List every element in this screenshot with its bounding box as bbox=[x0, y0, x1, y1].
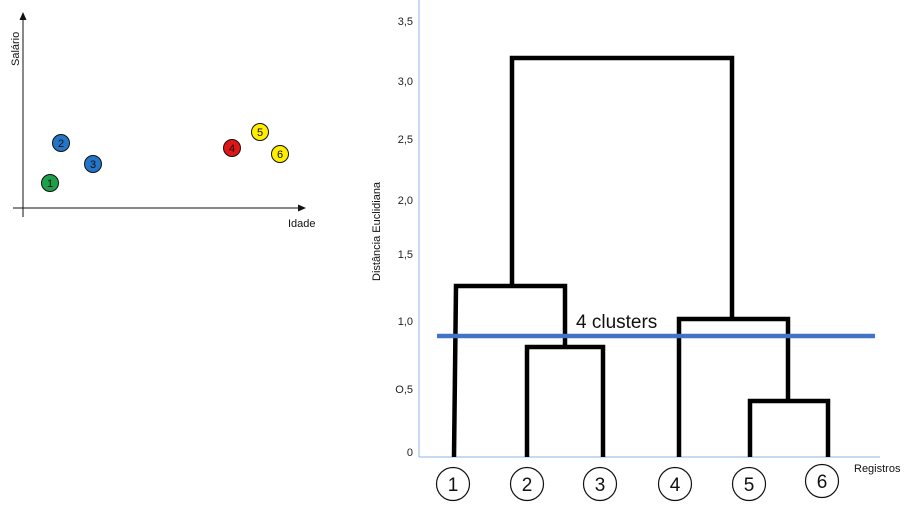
dendrogram-x-label: Registros bbox=[854, 463, 901, 475]
leaf-4: 4 bbox=[657, 466, 693, 502]
dendrogram-y-label: Distância Euclidiana bbox=[371, 181, 383, 281]
y-tick-3-0: 3,0 bbox=[398, 76, 413, 88]
link-top bbox=[509, 55, 735, 319]
scatter-point-3: 3 bbox=[84, 155, 102, 173]
leaf-3-label: 3 bbox=[595, 475, 606, 496]
dendrogram: 0 O,5 1,0 1,5 2,0 2,5 3,0 3,5 Distância … bbox=[371, 0, 901, 502]
scatter-point-6: 6 bbox=[271, 145, 289, 163]
scatter-point-1-label: 1 bbox=[47, 178, 53, 190]
scatter-point-2-label: 2 bbox=[58, 138, 64, 150]
scatter-x-arrow bbox=[298, 204, 306, 212]
dendrogram-links bbox=[451, 55, 831, 458]
scatter-point-4-label: 4 bbox=[229, 143, 235, 155]
leaf-5-label: 5 bbox=[744, 475, 755, 496]
leaf-1-label: 1 bbox=[448, 475, 459, 496]
cut-label: 4 clusters bbox=[576, 312, 657, 333]
scatter-point-6-label: 6 bbox=[277, 149, 283, 161]
scatter-point-3-label: 3 bbox=[90, 159, 96, 171]
scatter-point-2-marker bbox=[52, 134, 70, 152]
scatter-point-1-marker bbox=[41, 174, 59, 192]
leaf-6: 6 bbox=[804, 463, 840, 499]
leaf-3-circle bbox=[582, 466, 618, 502]
leaf-2-label: 2 bbox=[522, 475, 533, 496]
link-1-23 bbox=[451, 283, 568, 458]
scatter-y-label: Salário bbox=[10, 32, 22, 66]
link-5-6 bbox=[747, 398, 831, 457]
leaf-5-circle bbox=[731, 466, 767, 502]
scatter-point-1: 1 bbox=[41, 174, 59, 192]
leaf-6-label: 6 bbox=[817, 472, 828, 493]
scatter-point-5-label: 5 bbox=[257, 127, 263, 139]
y-tick-0-5: O,5 bbox=[395, 384, 413, 396]
y-tick-0: 0 bbox=[407, 447, 413, 459]
scatter-x-label: Idade bbox=[288, 218, 316, 230]
y-tick-3-5: 3,5 bbox=[398, 16, 413, 28]
link-2-3 bbox=[524, 344, 606, 457]
scatter-point-5: 5 bbox=[251, 123, 269, 141]
leaf-3: 3 bbox=[582, 466, 618, 502]
leaf-5: 5 bbox=[731, 466, 767, 502]
scatter-point-6-marker bbox=[271, 145, 289, 163]
y-tick-1-0: 1,0 bbox=[398, 316, 413, 328]
leaf-1: 1 bbox=[435, 466, 471, 502]
y-tick-2-5: 2,5 bbox=[398, 134, 413, 146]
leaf-6-circle bbox=[804, 463, 840, 499]
scatter-point-5-marker bbox=[251, 123, 269, 141]
scatter-point-4: 4 bbox=[223, 139, 241, 157]
y-tick-1-5: 1,5 bbox=[398, 249, 413, 261]
scatter-point-2: 2 bbox=[52, 134, 70, 152]
leaf-1-circle bbox=[435, 466, 471, 502]
leaf-2-circle bbox=[509, 466, 545, 502]
link-4-56 bbox=[676, 316, 791, 457]
scatter-point-3-marker bbox=[84, 155, 102, 173]
leaf-4-label: 4 bbox=[670, 475, 681, 496]
leaf-2: 2 bbox=[509, 466, 545, 502]
scatter-y-arrow bbox=[19, 12, 27, 20]
scatter-point-4-marker bbox=[223, 139, 241, 157]
leaf-4-circle bbox=[657, 466, 693, 502]
scatter-plot: Salário Idade 1 2 3 4 5 6 bbox=[10, 12, 316, 230]
y-tick-2-0: 2,0 bbox=[398, 195, 413, 207]
